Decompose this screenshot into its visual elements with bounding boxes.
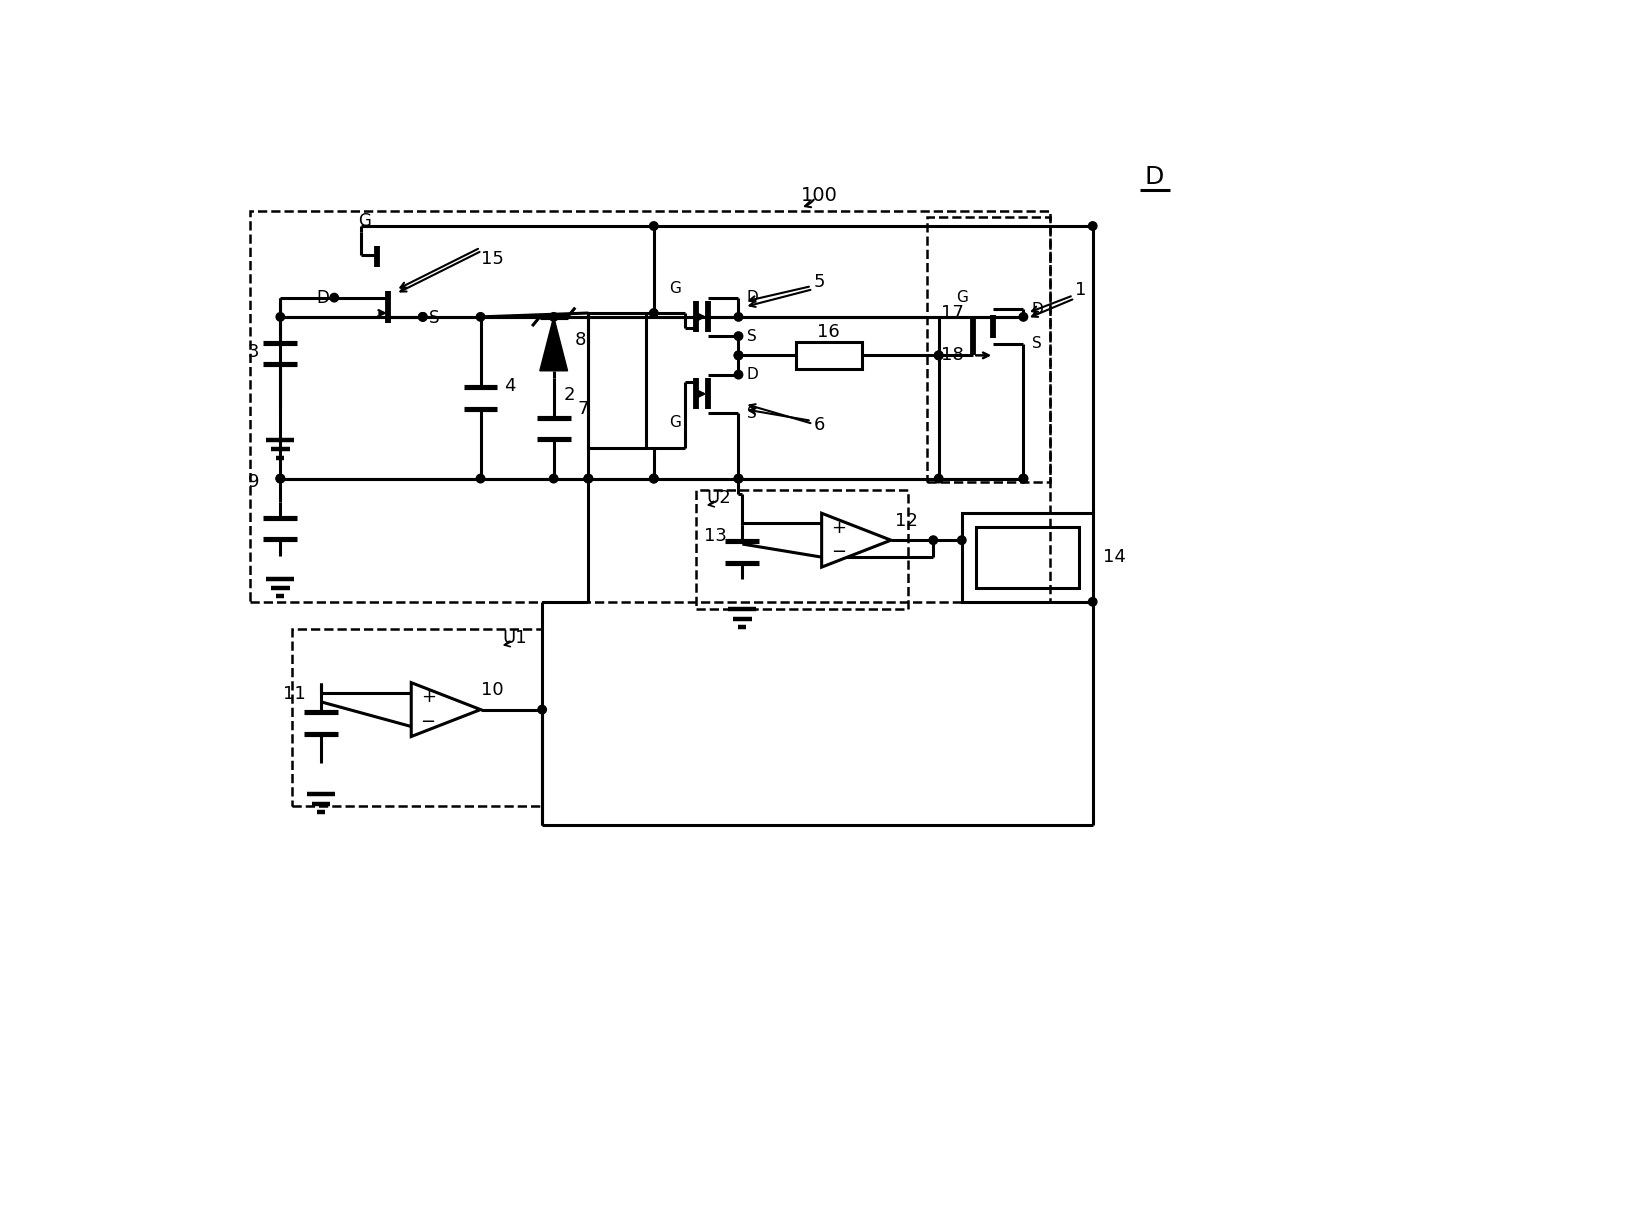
Circle shape (734, 351, 743, 360)
Text: S: S (429, 308, 440, 327)
Bar (962, 514, 1092, 602)
Text: G: G (670, 281, 681, 296)
Circle shape (476, 474, 484, 483)
Circle shape (1019, 312, 1027, 321)
Text: D: D (317, 289, 330, 307)
Text: 17: 17 (941, 304, 964, 322)
Circle shape (734, 332, 743, 340)
Circle shape (276, 312, 284, 321)
Circle shape (734, 351, 743, 360)
Circle shape (734, 370, 743, 379)
Circle shape (276, 474, 284, 483)
Circle shape (934, 351, 942, 360)
Circle shape (419, 312, 427, 321)
Circle shape (934, 351, 942, 360)
Text: 18: 18 (941, 347, 964, 364)
Text: D: D (1144, 165, 1164, 189)
Text: −: − (421, 713, 436, 731)
Text: 7: 7 (577, 401, 588, 418)
Circle shape (934, 474, 942, 483)
Text: G: G (956, 290, 968, 305)
Text: U2: U2 (707, 489, 731, 506)
Text: 13: 13 (704, 527, 726, 546)
Text: U1: U1 (502, 629, 528, 646)
Text: 100: 100 (801, 186, 838, 205)
Text: 15: 15 (481, 251, 504, 268)
Circle shape (734, 474, 743, 483)
Circle shape (549, 474, 557, 483)
Text: 9: 9 (247, 473, 258, 492)
Text: 11: 11 (283, 686, 306, 703)
Text: 4: 4 (504, 377, 515, 396)
Text: +: + (830, 519, 847, 537)
Circle shape (650, 474, 658, 483)
Bar (588, 313, 647, 447)
Text: G: G (359, 211, 372, 230)
Text: +: + (421, 688, 436, 707)
Text: S: S (1032, 337, 1042, 351)
Circle shape (583, 474, 593, 483)
Circle shape (330, 294, 338, 302)
Text: −: − (830, 543, 847, 562)
Text: 1: 1 (1076, 281, 1087, 299)
Text: 3: 3 (247, 343, 258, 360)
Bar (796, 342, 861, 369)
Text: S: S (748, 328, 757, 344)
Polygon shape (540, 317, 567, 371)
Polygon shape (411, 682, 481, 736)
Circle shape (1019, 474, 1027, 483)
Text: 5: 5 (814, 273, 826, 291)
Circle shape (734, 474, 743, 483)
Text: 8: 8 (575, 331, 587, 349)
Text: 2: 2 (564, 386, 575, 404)
Text: 16: 16 (817, 323, 840, 342)
Circle shape (1089, 597, 1097, 606)
Text: 10: 10 (481, 681, 504, 699)
Circle shape (549, 312, 557, 321)
Text: D: D (746, 367, 759, 382)
Circle shape (650, 474, 658, 483)
Circle shape (583, 474, 593, 483)
Polygon shape (822, 514, 890, 567)
Circle shape (929, 536, 938, 544)
Circle shape (419, 312, 427, 321)
Circle shape (476, 312, 484, 321)
Text: 14: 14 (1103, 548, 1126, 567)
Text: 12: 12 (895, 512, 918, 530)
Text: D: D (746, 290, 759, 305)
Text: S: S (748, 406, 757, 420)
Circle shape (538, 705, 546, 714)
Circle shape (650, 221, 658, 230)
Text: D: D (1032, 301, 1043, 317)
Circle shape (734, 312, 743, 321)
Circle shape (1019, 474, 1027, 483)
Text: G: G (670, 415, 681, 430)
Text: 6: 6 (814, 415, 826, 434)
Circle shape (276, 474, 284, 483)
Circle shape (1089, 221, 1097, 230)
Circle shape (957, 536, 965, 544)
Bar (975, 527, 1079, 587)
Circle shape (650, 308, 658, 317)
